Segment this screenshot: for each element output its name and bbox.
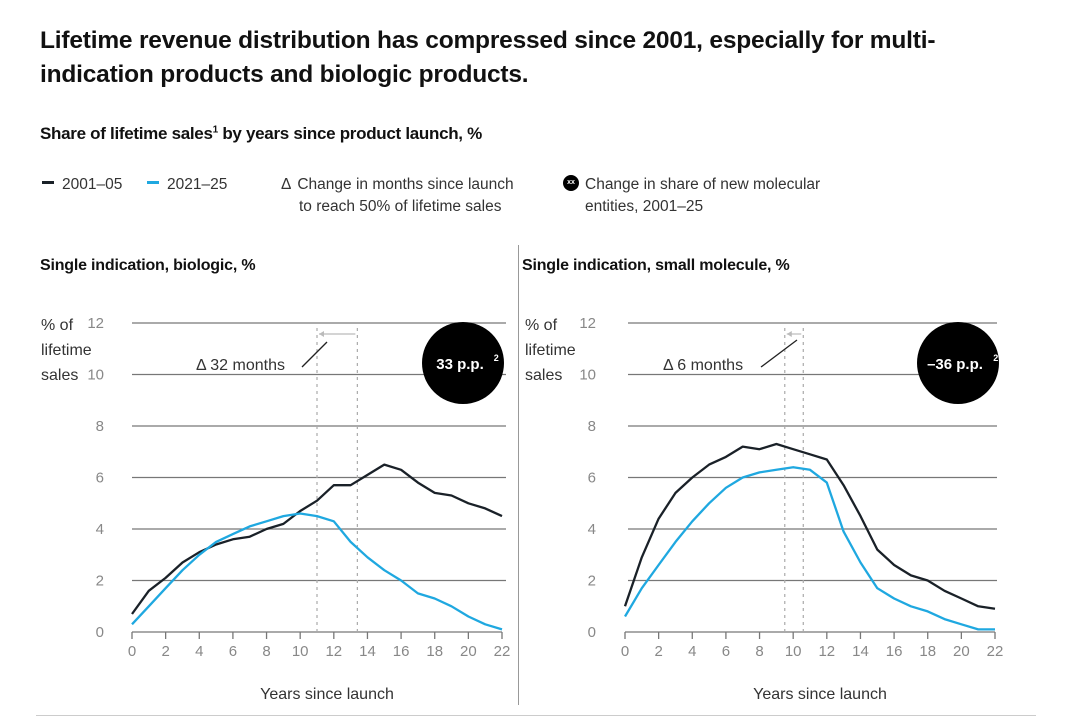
annotation-leader (301, 341, 328, 368)
x-tick-label: 6 (229, 643, 237, 660)
x-tick-label: 12 (818, 643, 835, 660)
y-tick-label: 10 (579, 367, 596, 384)
delta-arrowhead (786, 331, 792, 337)
chart-subtitle: Share of lifetime sales1 by years since … (40, 124, 482, 144)
y-tick-label: 2 (588, 573, 596, 590)
x-tick-label: 10 (292, 643, 309, 660)
share-change-badge (917, 322, 999, 404)
share-change-badge (422, 322, 504, 404)
x-tick-label: 4 (195, 643, 203, 660)
x-tick-label: 2 (161, 643, 169, 660)
y-axis-title: sales (41, 367, 78, 384)
legend-item-2001-05: 2001–05 (42, 174, 122, 196)
series-line-2021-25 (624, 466, 995, 631)
y-tick-label: 6 (96, 470, 104, 487)
y-tick-label: 0 (588, 624, 596, 641)
delta-annotation: Δ 32 months (196, 357, 285, 374)
series-line-2001-05 (131, 463, 503, 615)
legend-item-delta: Δ Change in months since launch to reach … (281, 174, 514, 218)
y-tick-label: 10 (87, 367, 104, 384)
legend-item-2021-25: 2021–25 (147, 174, 227, 196)
legend-label: 2001–05 (62, 176, 123, 193)
legend-swatch-dark (42, 181, 54, 185)
legend-delta-line2: to reach 50% of lifetime sales (299, 198, 502, 215)
y-tick-label: 4 (96, 521, 104, 538)
y-axis-title: sales (525, 367, 562, 384)
y-tick-label: 12 (579, 315, 596, 332)
y-tick-label: 4 (588, 521, 596, 538)
panel-title-biologic: Single indication, biologic, % (40, 257, 256, 274)
footnote-marker: 1 (212, 124, 219, 136)
legend-badge-line2: entities, 2001–25 (585, 198, 704, 215)
y-axis-title: lifetime (525, 342, 576, 359)
series-line-2001-05 (623, 442, 996, 610)
legend-swatch-blue (147, 181, 159, 185)
y-axis-title: % of (41, 317, 74, 334)
y-tick-label: 2 (96, 573, 104, 590)
badge-footnote: 2 (993, 353, 998, 363)
x-tick-label: 14 (852, 643, 869, 660)
x-tick-label: 16 (393, 643, 410, 660)
x-tick-label: 22 (494, 643, 511, 660)
y-tick-label: 8 (588, 418, 596, 435)
x-tick-label: 16 (886, 643, 903, 660)
annotation-leader (760, 339, 798, 368)
y-axis-title: % of (525, 317, 558, 334)
x-tick-label: 14 (359, 643, 376, 660)
legend-label: 2021–25 (167, 176, 228, 193)
y-tick-label: 6 (588, 470, 596, 487)
x-tick-label: 18 (919, 643, 936, 660)
x-tick-label: 20 (953, 643, 970, 660)
series-line-2021-25 (131, 512, 503, 631)
y-tick-label: 0 (96, 624, 104, 641)
bottom-rule (36, 715, 1036, 716)
x-tick-label: 22 (987, 643, 1004, 660)
chart-panel-0: 0 2 4 6 8 10 12 0 2 4 6 8 10 12 14 16 18 20 22 Years since … (41, 315, 510, 703)
subtitle-suffix: by years since product launch, % (217, 124, 482, 143)
x-tick-label: 2 (654, 643, 662, 660)
headline: Lifetime revenue distribution has compre… (40, 27, 936, 88)
badge-value: 33 p.p. (436, 356, 484, 373)
x-tick-label: 20 (460, 643, 477, 660)
delta-annotation: Δ 6 months (663, 357, 743, 374)
x-tick-label: 18 (426, 643, 443, 660)
badge-footnote: 2 (494, 353, 499, 363)
x-axis-title: Years since launch (753, 686, 887, 703)
x-tick-label: 6 (722, 643, 730, 660)
y-tick-label: 12 (87, 315, 104, 332)
subtitle-text: Share of lifetime sales (40, 124, 213, 143)
x-tick-label: 12 (325, 643, 342, 660)
chart-panel-1: 0 2 4 6 8 10 12 0 2 4 6 8 10 12 14 16 18 20 22 Years since … (525, 315, 1003, 703)
legend-delta-line1: Change in months since launch (297, 176, 514, 193)
x-axis-title: Years since launch (260, 686, 394, 703)
badge-circle-icon: xx (563, 174, 579, 191)
x-tick-label: 8 (755, 643, 763, 660)
panel-title-small-molecule: Single indication, small molecule, % (522, 257, 790, 274)
y-tick-label: 8 (96, 418, 104, 435)
x-tick-label: 8 (262, 643, 270, 660)
y-axis-title: lifetime (41, 342, 92, 359)
x-tick-label: 4 (688, 643, 696, 660)
x-tick-label: 0 (621, 643, 629, 660)
x-tick-label: 0 (128, 643, 136, 660)
legend-item-badge: xx Change in share of new molecular entit… (563, 174, 820, 218)
badge-value: –36 p.p. (927, 356, 983, 373)
delta-icon: Δ (281, 176, 292, 193)
x-tick-label: 10 (785, 643, 802, 660)
delta-arrowhead (319, 331, 324, 337)
legend-badge-line1: Change in share of new molecular (585, 176, 821, 193)
panel-divider (518, 245, 519, 705)
